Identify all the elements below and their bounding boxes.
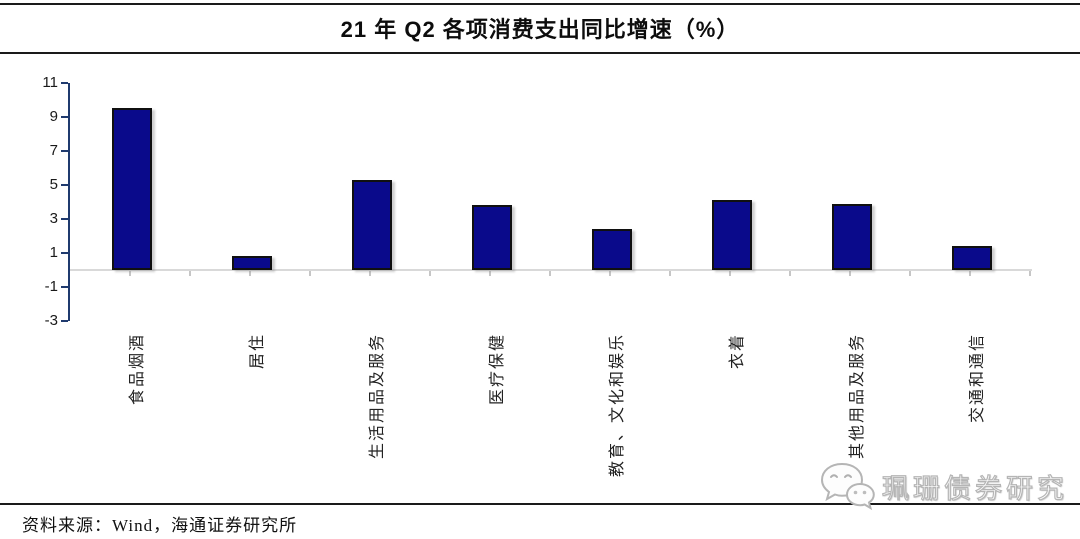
y-axis-label: 9 <box>49 108 58 125</box>
y-axis-tick <box>61 82 68 84</box>
category-label-text: 衣着 <box>729 333 746 370</box>
x-axis-tick <box>1029 271 1031 276</box>
title-divider <box>0 52 1080 54</box>
y-axis-tick <box>61 252 68 254</box>
y-axis-label: -3 <box>44 312 58 329</box>
y-axis-tick <box>61 286 68 288</box>
category-label-text: 医疗保健 <box>489 333 506 406</box>
bar <box>112 108 152 270</box>
x-axis-tick <box>309 271 311 276</box>
x-axis-tick <box>189 271 191 276</box>
category-label-text: 交通和通信 <box>969 333 986 424</box>
category-label-text: 其他用品及服务 <box>849 333 866 460</box>
x-axis-tick <box>909 271 911 276</box>
y-axis-tick <box>61 150 68 152</box>
bar <box>712 200 752 270</box>
bar <box>232 256 272 270</box>
bar <box>352 180 392 270</box>
x-axis-tick <box>549 271 551 276</box>
bar <box>592 229 632 270</box>
y-axis-tick <box>61 116 68 118</box>
category-label-text: 居住 <box>249 333 266 370</box>
y-axis-label: 11 <box>42 74 58 91</box>
y-axis <box>68 83 70 321</box>
bar <box>472 205 512 270</box>
watermark: 珮珊债券研究 <box>818 461 1068 511</box>
category-label-text: 生活用品及服务 <box>369 333 386 460</box>
x-axis-tick <box>249 271 251 276</box>
source-note: 资料来源：Wind，海通证券研究所 <box>22 516 298 535</box>
x-axis-tick <box>129 271 131 276</box>
x-axis-tick <box>969 271 971 276</box>
x-axis-tick <box>489 271 491 276</box>
y-axis-label: 5 <box>49 176 58 193</box>
category-label-text: 食品烟酒 <box>129 333 146 406</box>
wechat-icon <box>820 462 875 511</box>
x-axis-tick <box>369 271 371 276</box>
y-axis-label: 7 <box>49 142 58 159</box>
x-axis-tick <box>669 271 671 276</box>
y-axis-label: 3 <box>49 210 58 227</box>
watermark-text: 珮珊债券研究 <box>881 473 1068 504</box>
x-axis <box>70 269 1032 271</box>
x-axis-tick <box>729 271 731 276</box>
category-label-text: 教育、文化和娱乐 <box>609 333 626 478</box>
y-axis-tick <box>61 320 68 322</box>
x-axis-tick <box>609 271 611 276</box>
y-axis-label: 1 <box>49 244 58 261</box>
footer-divider <box>0 503 1080 505</box>
y-axis-tick <box>61 218 68 220</box>
x-axis-tick <box>849 271 851 276</box>
top-divider <box>0 3 1080 5</box>
bar <box>832 204 872 270</box>
x-axis-tick <box>429 271 431 276</box>
y-axis-label: -1 <box>44 278 58 295</box>
x-axis-tick <box>789 271 791 276</box>
chart-title: 21 年 Q2 各项消费支出同比增速（%） <box>340 17 740 42</box>
bar <box>952 246 992 270</box>
y-axis-tick <box>61 184 68 186</box>
